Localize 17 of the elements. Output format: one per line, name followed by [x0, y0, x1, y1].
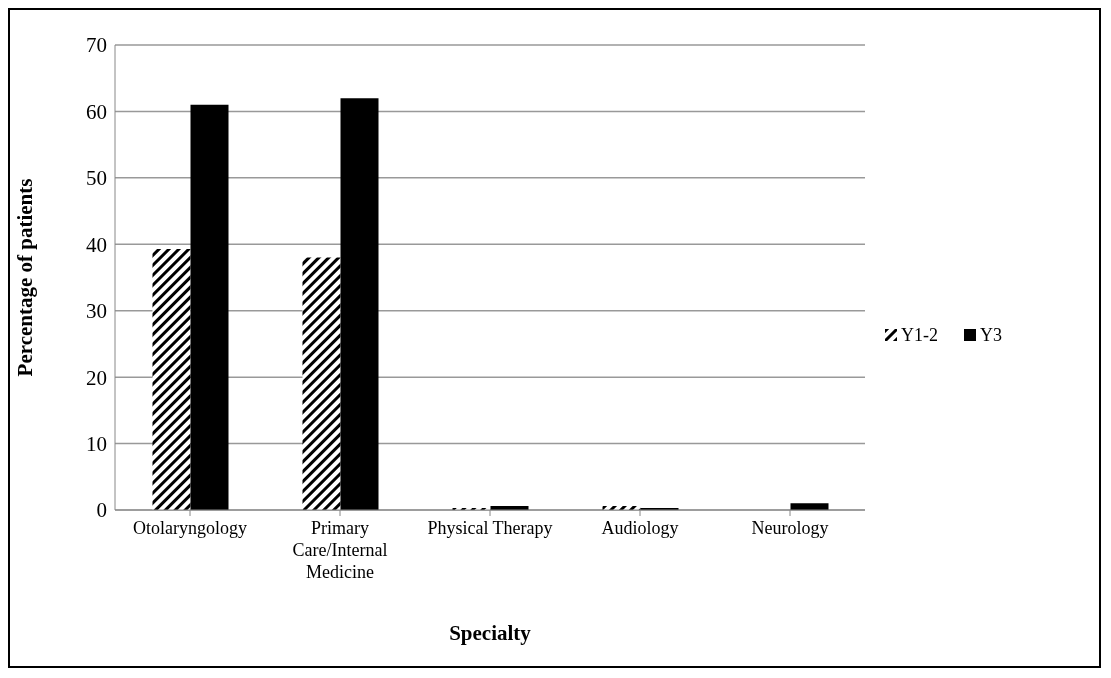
- x-tick-label: Otolaryngology: [133, 518, 247, 538]
- y-tick-label: 30: [86, 299, 107, 324]
- y-tick-label: 60: [86, 99, 107, 124]
- x-tick-label: Audiology: [601, 518, 679, 538]
- y-tick-label: 40: [86, 232, 107, 257]
- x-tick-label: Physical Therapy: [427, 518, 553, 538]
- y-tick-label: 20: [86, 365, 107, 390]
- x-tick-label: Primary Care/Internal Medicine: [292, 518, 388, 582]
- legend-label: Y3: [979, 324, 1002, 346]
- legend-label: Y1-2: [900, 324, 938, 346]
- y-axis-title: Percentage of patients: [13, 178, 38, 377]
- y-tick-label: 10: [86, 432, 107, 457]
- y-tick-label: 50: [86, 166, 107, 191]
- y-tick-label: 70: [86, 33, 107, 58]
- x-axis-title: Specialty: [449, 621, 532, 645]
- y-tick-label: 0: [96, 498, 107, 523]
- x-tick-label: Neurology: [751, 518, 829, 538]
